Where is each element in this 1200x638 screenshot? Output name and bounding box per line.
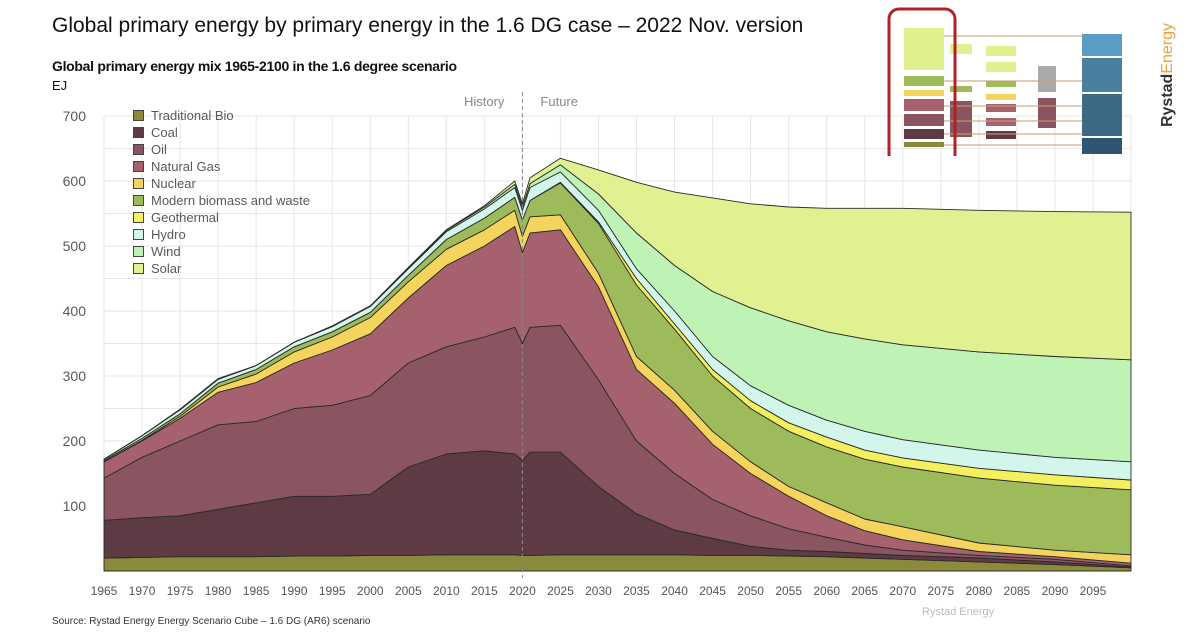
x-tick-label: 2010 bbox=[433, 584, 460, 598]
x-tick-label: 2000 bbox=[357, 584, 384, 598]
x-axis-ticks: 1965 1970 1975 1980 1985 1990 1995 2000 2005 2010… bbox=[91, 584, 1107, 598]
x-tick-label: 2050 bbox=[737, 584, 764, 598]
future-label: Future bbox=[540, 94, 578, 109]
x-tick-label: 2065 bbox=[851, 584, 878, 598]
y-tick-label: 400 bbox=[63, 303, 87, 319]
y-tick-label: 600 bbox=[63, 173, 87, 189]
area-solar bbox=[103, 157, 1132, 460]
legend-swatch bbox=[133, 161, 144, 172]
legend-label: Oil bbox=[151, 142, 167, 157]
legend-item: Coal bbox=[133, 124, 310, 141]
x-tick-label: 2035 bbox=[623, 584, 650, 598]
legend-item: Traditional Bio bbox=[133, 107, 310, 124]
legend-label: Modern biomass and waste bbox=[151, 193, 310, 208]
legend-label: Hydro bbox=[151, 227, 186, 242]
x-tick-label: 2060 bbox=[813, 584, 840, 598]
legend-swatch bbox=[133, 195, 144, 206]
legend-label: Wind bbox=[151, 244, 181, 259]
legend-swatch bbox=[133, 127, 144, 138]
legend-swatch bbox=[133, 110, 144, 121]
legend-item: Nuclear bbox=[133, 175, 310, 192]
legend-item: Wind bbox=[133, 243, 310, 260]
x-tick-label: 2005 bbox=[395, 584, 422, 598]
chart-title: Global primary energy mix 1965-2100 in t… bbox=[52, 58, 457, 74]
legend-item: Natural Gas bbox=[133, 158, 310, 175]
x-tick-label: 2055 bbox=[775, 584, 802, 598]
sankey-diagram-icon bbox=[887, 7, 1122, 166]
legend-label: Natural Gas bbox=[151, 159, 221, 174]
x-tick-label: 2070 bbox=[889, 584, 916, 598]
x-tick-label: 2015 bbox=[471, 584, 498, 598]
y-tick-label: 200 bbox=[63, 433, 87, 449]
legend-label: Traditional Bio bbox=[151, 108, 234, 123]
legend-item: Oil bbox=[133, 141, 310, 158]
y-tick-label: 500 bbox=[63, 238, 87, 254]
area-layers bbox=[103, 157, 1132, 572]
energy-flow-thumbnail bbox=[886, 6, 1136, 166]
x-tick-label: 1990 bbox=[281, 584, 308, 598]
history-label: History bbox=[464, 94, 505, 109]
legend-label: Solar bbox=[151, 261, 182, 276]
x-tick-label: 2075 bbox=[927, 584, 954, 598]
slide-title: Global primary energy by primary energy … bbox=[52, 14, 804, 37]
x-tick-label: 2045 bbox=[699, 584, 726, 598]
y-tick-label: 300 bbox=[63, 368, 87, 384]
source-note: Source: Rystad Energy Energy Scenario Cu… bbox=[52, 616, 371, 627]
y-tick-label: 700 bbox=[63, 108, 87, 124]
x-tick-label: 1965 bbox=[91, 584, 118, 598]
x-tick-label: 2090 bbox=[1042, 584, 1069, 598]
rystad-energy-logo: RystadEnergy bbox=[1159, 22, 1176, 128]
legend-swatch bbox=[133, 178, 144, 189]
legend-item: Hydro bbox=[133, 226, 310, 243]
legend-item: Solar bbox=[133, 260, 310, 277]
x-tick-label: 2080 bbox=[966, 584, 993, 598]
legend-swatch bbox=[133, 263, 144, 274]
x-tick-label: 2030 bbox=[585, 584, 612, 598]
legend-item: Geothermal bbox=[133, 209, 310, 226]
legend-label: Geothermal bbox=[151, 210, 219, 225]
legend-label: Nuclear bbox=[151, 176, 196, 191]
legend-swatch bbox=[133, 229, 144, 240]
x-tick-label: 2020 bbox=[509, 584, 536, 598]
legend: Traditional Bio Coal Oil Natural Gas Nuclear… bbox=[133, 107, 310, 277]
legend-swatch bbox=[133, 144, 144, 155]
legend-label: Coal bbox=[151, 125, 178, 140]
x-tick-label: 1995 bbox=[319, 584, 346, 598]
x-tick-label: 1970 bbox=[129, 584, 156, 598]
y-tick-label: 100 bbox=[63, 498, 87, 514]
x-tick-label: 2025 bbox=[547, 584, 574, 598]
x-tick-label: 1980 bbox=[205, 584, 232, 598]
legend-swatch bbox=[133, 212, 144, 223]
x-tick-label: 2095 bbox=[1080, 584, 1107, 598]
x-tick-label: 2085 bbox=[1004, 584, 1031, 598]
y-axis-ticks: 100 200 300 400 500 600 700 bbox=[63, 108, 87, 514]
legend-swatch bbox=[133, 246, 144, 257]
x-tick-label: 1975 bbox=[167, 584, 194, 598]
y-axis-unit: EJ bbox=[52, 78, 68, 93]
watermark-text: Rystad Energy bbox=[922, 606, 995, 618]
x-tick-label: 1985 bbox=[243, 584, 270, 598]
legend-item: Modern biomass and waste bbox=[133, 192, 310, 209]
x-tick-label: 2040 bbox=[661, 584, 688, 598]
